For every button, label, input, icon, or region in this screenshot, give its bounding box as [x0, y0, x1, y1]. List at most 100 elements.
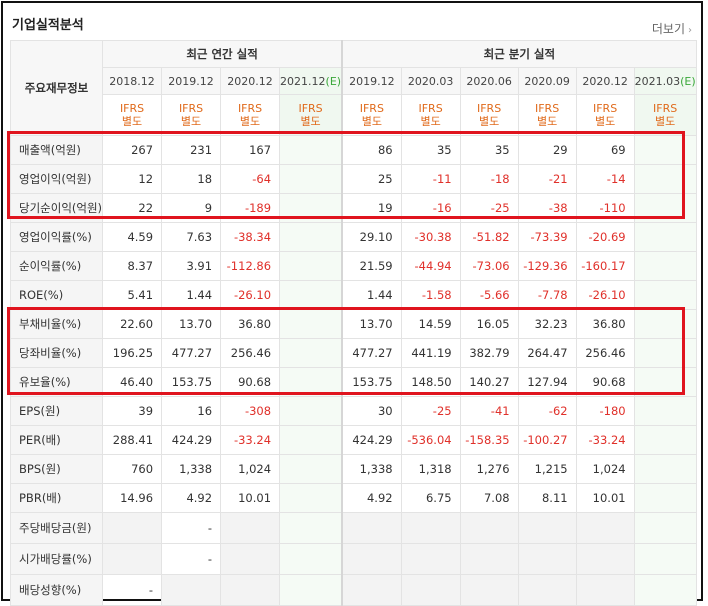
table-cell: 46.40 [102, 367, 163, 397]
table-cell [161, 574, 222, 606]
table-cell [279, 425, 343, 455]
table-cell: 3.91 [161, 251, 222, 281]
table-cell: -16 [400, 193, 461, 223]
ifrs-type-label: 별도 [121, 115, 143, 128]
ifrs-label: IFRS [237, 102, 263, 115]
table-cell [633, 164, 697, 194]
ifrs-label: IFRS [476, 102, 502, 115]
row-label: EPS(원) [9, 396, 104, 426]
table-cell: -41 [459, 396, 519, 426]
ifrs-tag: IFRS 별도 [633, 94, 697, 136]
table-cell [279, 512, 343, 544]
table-cell: -11 [400, 164, 461, 194]
row-label: 유보율(%) [9, 367, 104, 397]
row-label: 당좌비율(%) [9, 338, 104, 368]
ifrs-tag: IFRS 별도 [517, 94, 577, 136]
table-cell [279, 483, 343, 513]
table-cell [633, 425, 697, 455]
table-cell: 35 [459, 135, 519, 165]
table-cell: - [161, 512, 222, 544]
table-cell: 14.96 [102, 483, 163, 513]
table-row: ROE(%) 5.41 1.44 -26.10 1.44 -1.58 -5.66 -7.78-… [9, 280, 697, 310]
header-row-groups: 주요재무정보 최근 연간 실적 최근 분기 실적 [9, 40, 697, 136]
table-cell [517, 574, 577, 606]
table-cell: 86 [341, 135, 402, 165]
table-cell: 21.59 [341, 251, 402, 281]
row-label-header: 주요재무정보 [9, 40, 104, 136]
table-cell [633, 309, 697, 339]
header-row-ifrs: IFRS 별도 IFRS 별도 IFRS 별도 IFRS 별도 IFRS 별도 IFRS 별도 IFRS… [11, 94, 697, 136]
period-header[interactable]: 2021.12(E) [279, 67, 343, 95]
table-cell [633, 396, 697, 426]
ifrs-tag: IFRS 별도 [161, 94, 222, 136]
period-header[interactable]: 2020.09 [517, 67, 577, 95]
table-cell [633, 483, 697, 513]
table-cell: 10.01 [575, 483, 635, 513]
period-header[interactable]: 2020.12 [575, 67, 635, 95]
table-cell: 22.60 [102, 309, 163, 339]
ifrs-label: IFRS [592, 102, 618, 115]
table-cell: -38 [517, 193, 577, 223]
table-cell: -180 [575, 396, 635, 426]
table-cell: 29 [517, 135, 577, 165]
table-cell: 18 [161, 164, 222, 194]
row-label: PER(배) [9, 425, 104, 455]
period-header[interactable]: 2020.12 [220, 67, 281, 95]
ifrs-tag: IFRS 별도 [279, 94, 343, 136]
row-label: 영업이익(억원) [9, 164, 104, 194]
table-row: 시가배당률(%) - [9, 543, 697, 575]
row-label: 시가배당률(%) [9, 543, 104, 575]
table-cell [633, 222, 697, 252]
table-cell [400, 512, 461, 544]
table-cell [517, 512, 577, 544]
ifrs-tag: IFRS 별도 [102, 94, 163, 136]
period-header[interactable]: 2020.03 [400, 67, 461, 95]
period-header[interactable]: 2018.12 [102, 67, 163, 95]
table-cell [633, 338, 697, 368]
table-cell: 140.27 [459, 367, 519, 397]
table-cell: 32.23 [517, 309, 577, 339]
table-cell: 4.92 [161, 483, 222, 513]
table-cell [459, 512, 519, 544]
ifrs-type-label: 별도 [239, 115, 261, 128]
table-cell [633, 135, 697, 165]
table-cell: -158.35 [459, 425, 519, 455]
table-cell [633, 574, 697, 606]
table-cell: 760 [102, 454, 163, 484]
table-cell [341, 574, 402, 606]
header-row-periods: 2018.12 2019.12 2020.12 2021.12(E) 2019.12 20… [11, 67, 697, 95]
period-header[interactable]: 2019.12 [161, 67, 222, 95]
ifrs-label: IFRS [653, 102, 678, 115]
period-header[interactable]: 2020.06 [459, 67, 519, 95]
table-cell: -536.04 [400, 425, 461, 455]
period-header[interactable]: 2021.03(E) [633, 67, 697, 95]
row-label: 배당성향(%) [9, 574, 104, 606]
table-cell: 13.70 [341, 309, 402, 339]
period-date: 2021.12 [280, 74, 326, 88]
financial-table: 주요재무정보 최근 연간 실적 최근 분기 실적 2018.12 2019.12 2020… [9, 40, 697, 606]
table-cell [102, 543, 163, 575]
period-header[interactable]: 2019.12 [341, 67, 402, 95]
table-row: PBR(배) 14.96 4.92 10.01 4.92 6.75 7.08 8.11 10.0… [9, 483, 697, 513]
ifrs-type-label: 별도 [536, 115, 558, 128]
ifrs-tag: IFRS 별도 [575, 94, 635, 136]
ifrs-type-label: 별도 [654, 115, 676, 128]
table-cell: 39 [102, 396, 163, 426]
table-cell [400, 543, 461, 575]
table-cell [279, 193, 343, 223]
table-cell: 14.59 [400, 309, 461, 339]
chevron-right-icon: › [688, 25, 692, 36]
table-cell: -129.36 [517, 251, 577, 281]
table-cell: 167 [220, 135, 281, 165]
more-link[interactable]: 더보기 › [652, 20, 692, 37]
table-cell: -1.58 [400, 280, 461, 310]
table-cell [575, 574, 635, 606]
table-cell [279, 367, 343, 397]
table-row: 유보율(%) 46.40 153.75 90.68 153.75 148.50 140.27… [9, 367, 697, 397]
table-cell: 1,024 [575, 454, 635, 484]
table-cell: 4.92 [341, 483, 402, 513]
table-cell: 196.25 [102, 338, 163, 368]
table-row: PER(배) 288.41 424.29 -33.24 424.29 -536.04 -15… [9, 425, 697, 455]
table-cell: 256.46 [575, 338, 635, 368]
row-label: 부채비율(%) [9, 309, 104, 339]
